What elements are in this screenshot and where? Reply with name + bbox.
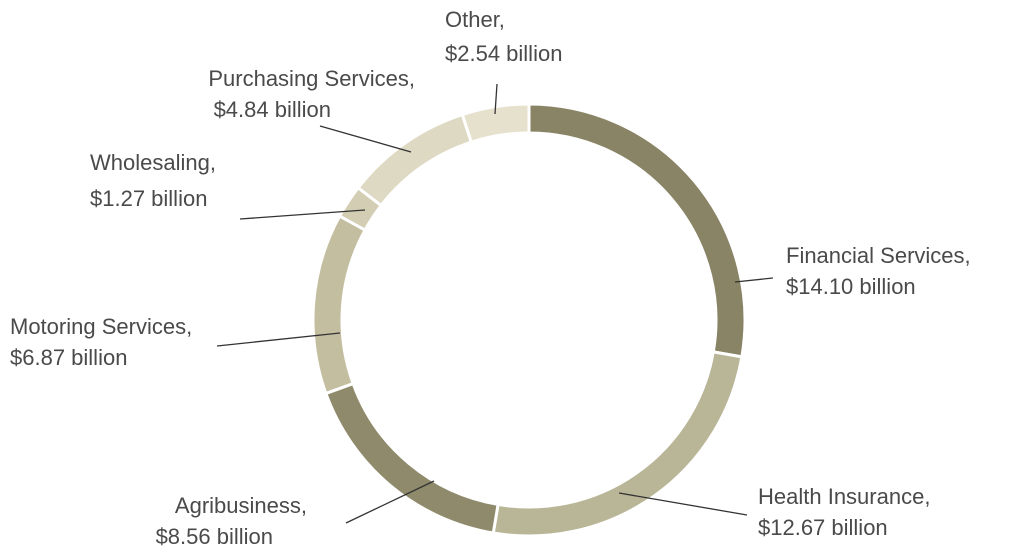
leader-line-other — [494, 83, 498, 115]
slice-value-motoring-services: $6.87 billion — [10, 345, 127, 370]
leader-line-purchasing-services — [319, 125, 412, 153]
slice-value-other: $2.54 billion — [445, 41, 562, 66]
slice-other — [460, 102, 531, 145]
slice-value-health-insurance: $12.67 billion — [758, 515, 888, 540]
slice-value-wholesaling: $1.27 billion — [90, 186, 207, 211]
leader-line-wholesaling — [239, 209, 366, 220]
leader-line-agribusiness — [345, 480, 435, 524]
slice-label-purchasing-services: Purchasing Services, — [208, 66, 415, 91]
slice-labels: Financial Services, $14.10 billion Health … — [10, 7, 971, 549]
slice-financial-services — [527, 102, 747, 359]
slice-label-financial-services: Financial Services, — [786, 243, 971, 268]
leader-line-financial-services — [734, 277, 774, 283]
leader-line-motoring-services — [216, 332, 341, 347]
slice-agribusiness — [323, 381, 500, 535]
slice-label-other: Other, — [445, 7, 505, 32]
slice-value-financial-services: $14.10 billion — [786, 274, 916, 299]
slice-purchasing-services — [356, 112, 474, 208]
leader-lines — [216, 83, 774, 524]
slice-value-purchasing-services: $4.84 billion — [214, 97, 331, 122]
donut-slices — [311, 102, 747, 538]
slice-label-agribusiness: Agribusiness, — [175, 493, 307, 518]
slice-health-insurance — [491, 350, 744, 538]
slice-label-motoring-services: Motoring Services, — [10, 314, 192, 339]
slice-label-wholesaling: Wholesaling, — [90, 150, 216, 175]
slice-label-health-insurance: Health Insurance, — [758, 484, 930, 509]
slice-value-agribusiness: $8.56 billion — [156, 524, 273, 549]
leader-line-health-insurance — [618, 492, 748, 516]
slice-motoring-services — [311, 214, 368, 396]
